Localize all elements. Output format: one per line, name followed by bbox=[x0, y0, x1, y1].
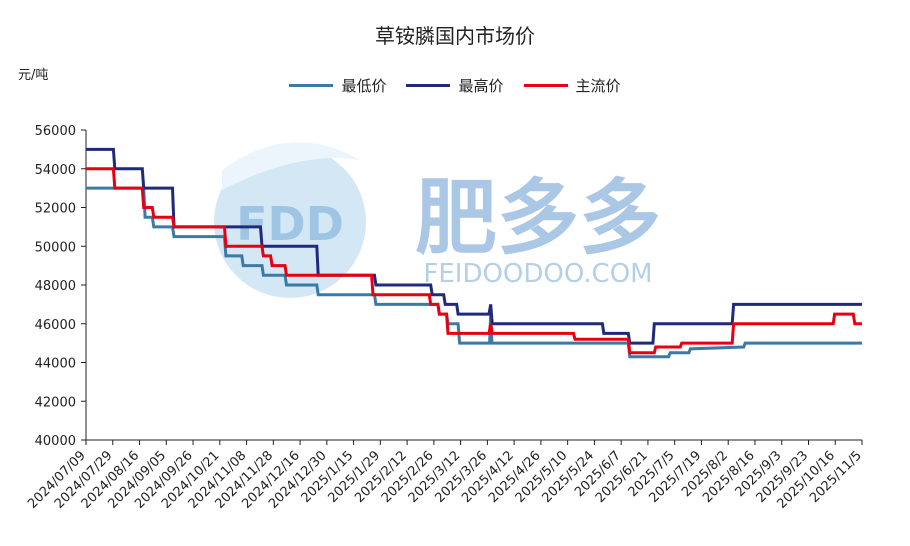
y-tick-label: 54000 bbox=[35, 163, 76, 178]
y-tick-label: 46000 bbox=[35, 318, 76, 333]
legend-label-low: 最低价 bbox=[341, 77, 387, 95]
legend-label-mainstream: 主流价 bbox=[575, 77, 621, 95]
watermark-logo-swoosh bbox=[222, 142, 360, 190]
y-tick-label: 50000 bbox=[35, 240, 76, 255]
y-tick-label: 48000 bbox=[35, 279, 76, 294]
axes: 40000 42000 44000 46000 48000 50000 52000 54000… bbox=[25, 124, 865, 512]
watermark-brand-cn: 肥多多 bbox=[415, 171, 661, 266]
legend: 最低价 最高价 主流价 bbox=[0, 75, 910, 96]
legend-label-high: 最高价 bbox=[458, 77, 504, 95]
watermark-brand-en: FEIDOODOO.COM bbox=[423, 259, 652, 289]
y-tick-label: 52000 bbox=[35, 202, 76, 217]
legend-swatch-low bbox=[289, 84, 334, 87]
legend-item-mainstream: 主流价 bbox=[523, 75, 621, 96]
legend-item-low: 最低价 bbox=[289, 75, 386, 96]
y-tick-label: 40000 bbox=[35, 434, 76, 449]
watermark-logo-text: FDD bbox=[236, 197, 344, 251]
series-line-mainstream bbox=[86, 167, 862, 355]
watermark-logo-circle bbox=[214, 146, 366, 298]
y-tick-label: 56000 bbox=[35, 124, 76, 139]
chart-title: 草铵膦国内市场价 bbox=[375, 24, 535, 48]
legend-swatch-high bbox=[406, 84, 451, 87]
watermark: FDD 肥多多 FEIDOODOO.COM bbox=[214, 142, 661, 298]
legend-swatch-mainstream bbox=[523, 84, 568, 87]
y-tick-label: 42000 bbox=[35, 395, 76, 410]
y-tick-label: 44000 bbox=[35, 357, 76, 372]
y-axis-unit-label: 元/吨 bbox=[18, 68, 49, 83]
series-layer bbox=[86, 147, 862, 359]
legend-item-high: 最高价 bbox=[406, 75, 504, 96]
